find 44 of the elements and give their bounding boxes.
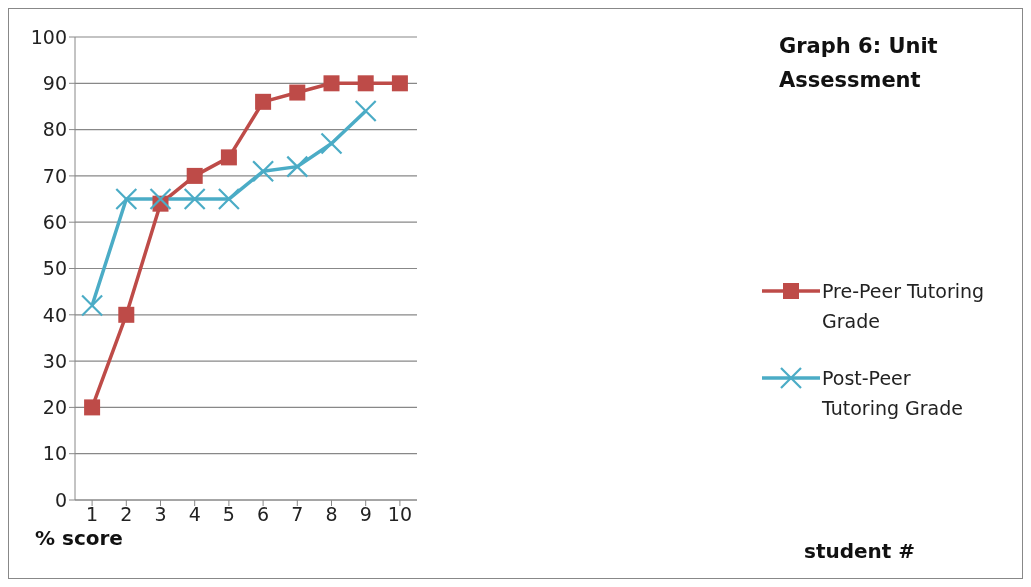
y-tick-label: 60: [42, 210, 67, 233]
x-tick-label: 6: [257, 503, 270, 526]
y-tick-label: 100: [30, 25, 67, 48]
point: [186, 167, 203, 184]
point: [391, 75, 408, 92]
x-tick-label: 3: [154, 503, 167, 526]
x-tick-label: 1: [86, 503, 99, 526]
y-tick-label: 70: [42, 164, 67, 187]
point: [220, 149, 237, 166]
x-tick-label: 9: [359, 503, 372, 526]
y-tick-label: 50: [42, 257, 67, 280]
point: [115, 187, 138, 211]
point: [81, 294, 104, 317]
point: [183, 187, 206, 211]
text: Graph 6: Unit Assessment: [779, 33, 939, 94]
y-tick-label: 80: [42, 118, 67, 141]
point: [149, 187, 172, 211]
x-tick-label: 10: [387, 503, 412, 526]
point: [289, 84, 306, 101]
point: [357, 75, 374, 92]
point: [118, 306, 135, 323]
x-tick-label: 7: [291, 503, 304, 526]
y-tick-label: 30: [42, 349, 67, 372]
y-tick-label: 20: [42, 396, 67, 419]
point: [320, 132, 343, 155]
x-tick-label: 2: [120, 503, 133, 526]
legend-label: Post-Peer Tutoring Grade: [822, 366, 964, 421]
point: [323, 75, 340, 92]
point: [354, 99, 377, 123]
legend-label: Pre-Peer Tutoring Grade: [822, 279, 986, 334]
text: % score: [35, 526, 123, 550]
point: [286, 155, 309, 178]
point: [255, 93, 272, 110]
point: [217, 187, 240, 211]
x-tick-label: 8: [325, 503, 338, 526]
point: [252, 160, 275, 183]
point: [84, 399, 101, 416]
x-tick-label: 5: [222, 503, 235, 526]
y-tick-label: 90: [42, 72, 67, 95]
y-tick-label: 40: [42, 303, 67, 326]
y-tick-label: 0: [54, 488, 67, 511]
y-tick-label: 10: [42, 442, 67, 465]
x-tick-label: 4: [188, 503, 201, 526]
text: student #: [804, 539, 916, 563]
